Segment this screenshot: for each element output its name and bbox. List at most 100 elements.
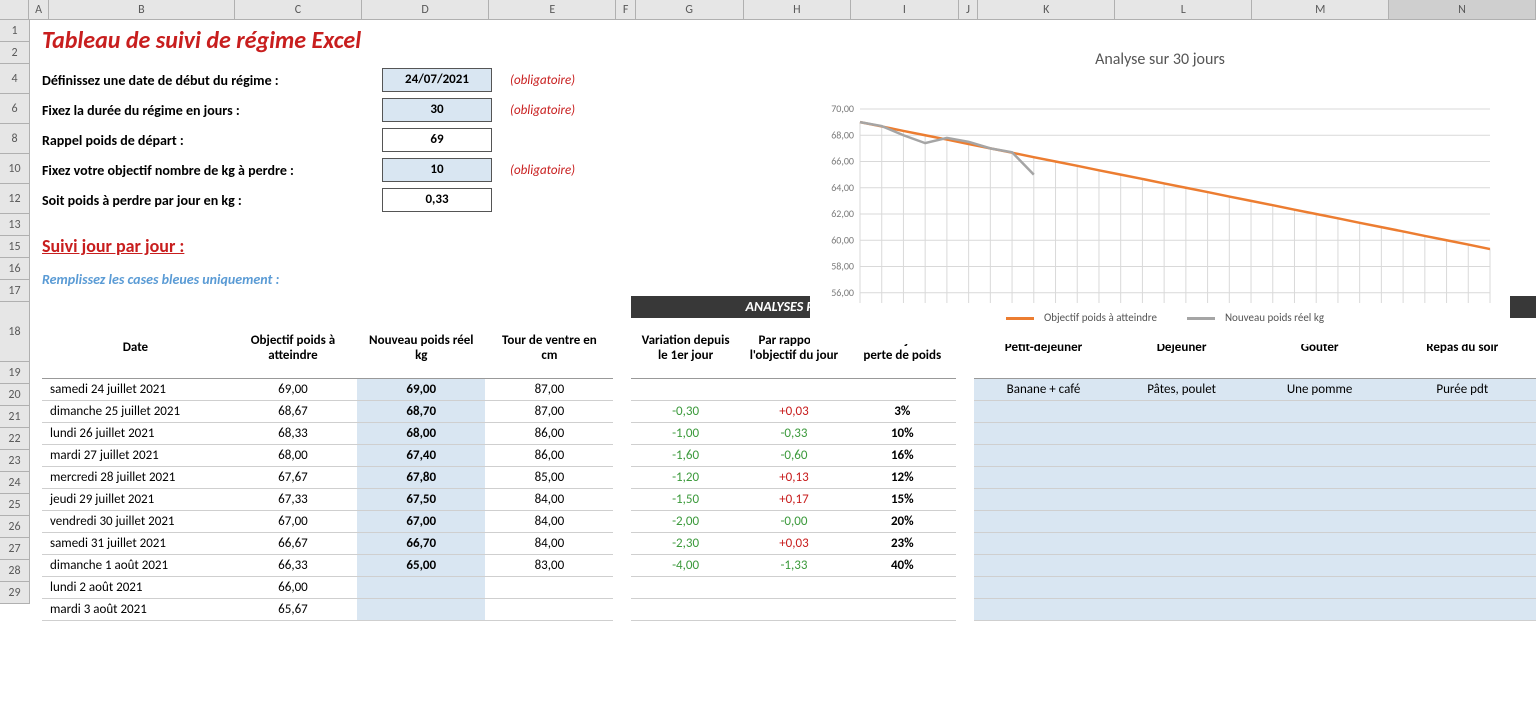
cell[interactable]: 84,00 bbox=[485, 488, 613, 510]
row-header-6[interactable]: 6 bbox=[0, 94, 30, 124]
row-header-21[interactable]: 21 bbox=[0, 406, 30, 428]
row-header-10[interactable]: 10 bbox=[0, 154, 30, 184]
cell[interactable] bbox=[1113, 598, 1251, 620]
cell[interactable] bbox=[1251, 554, 1389, 576]
cell[interactable]: samedi 24 juillet 2021 bbox=[42, 378, 229, 400]
cell[interactable] bbox=[357, 576, 485, 598]
cell[interactable]: vendredi 30 juillet 2021 bbox=[42, 510, 229, 532]
cell[interactable] bbox=[974, 598, 1112, 620]
cell[interactable]: 85,00 bbox=[485, 466, 613, 488]
cell[interactable] bbox=[1251, 532, 1389, 554]
row-header-1[interactable]: 1 bbox=[0, 20, 30, 42]
param-start-weight-input[interactable]: 69 bbox=[382, 128, 492, 152]
col-header-N[interactable]: N bbox=[1389, 0, 1536, 20]
cell[interactable]: 87,00 bbox=[485, 378, 613, 400]
cell[interactable]: lundi 26 juillet 2021 bbox=[42, 422, 229, 444]
cell[interactable]: Banane + café bbox=[974, 378, 1112, 400]
cell[interactable] bbox=[1389, 444, 1536, 466]
col-header-E[interactable]: E bbox=[489, 0, 616, 20]
cell[interactable]: jeudi 29 juillet 2021 bbox=[42, 488, 229, 510]
row-header-18[interactable]: 18 bbox=[0, 302, 30, 362]
cell[interactable] bbox=[1251, 422, 1389, 444]
cell[interactable] bbox=[974, 400, 1112, 422]
row-header-8[interactable]: 8 bbox=[0, 124, 30, 154]
row-header-19[interactable]: 19 bbox=[0, 362, 30, 384]
cell[interactable] bbox=[974, 510, 1112, 532]
cell[interactable] bbox=[1251, 576, 1389, 598]
cell[interactable] bbox=[974, 444, 1112, 466]
cell[interactable]: 68,33 bbox=[229, 422, 357, 444]
row-header-2[interactable]: 2 bbox=[0, 42, 30, 64]
cell[interactable] bbox=[974, 576, 1112, 598]
select-all-corner[interactable] bbox=[0, 0, 29, 20]
cell[interactable]: dimanche 25 juillet 2021 bbox=[42, 400, 229, 422]
cell[interactable] bbox=[1389, 532, 1536, 554]
cell[interactable]: 67,80 bbox=[357, 466, 485, 488]
row-header-26[interactable]: 26 bbox=[0, 516, 30, 538]
cell[interactable] bbox=[1113, 554, 1251, 576]
cell[interactable]: Une pomme bbox=[1251, 378, 1389, 400]
col-header-H[interactable]: H bbox=[744, 0, 852, 20]
cell[interactable] bbox=[974, 488, 1112, 510]
cell[interactable]: mardi 3 août 2021 bbox=[42, 598, 229, 620]
row-header-13[interactable]: 13 bbox=[0, 214, 30, 236]
cell[interactable] bbox=[1389, 400, 1536, 422]
cell[interactable] bbox=[1389, 466, 1536, 488]
col-header-M[interactable]: M bbox=[1252, 0, 1389, 20]
row-header-28[interactable]: 28 bbox=[0, 560, 30, 582]
cell[interactable] bbox=[1389, 576, 1536, 598]
cell[interactable] bbox=[485, 598, 613, 620]
cell[interactable] bbox=[357, 598, 485, 620]
param-duration-input[interactable]: 30 bbox=[382, 98, 492, 122]
cell[interactable] bbox=[1389, 488, 1536, 510]
cell[interactable] bbox=[1251, 598, 1389, 620]
col-header-G[interactable]: G bbox=[636, 0, 744, 20]
param-start-date-input[interactable]: 24/07/2021 bbox=[382, 68, 492, 92]
cell[interactable] bbox=[1389, 510, 1536, 532]
cell[interactable]: 68,70 bbox=[357, 400, 485, 422]
row-header-29[interactable]: 29 bbox=[0, 582, 30, 604]
cell[interactable]: Pâtes, poulet bbox=[1113, 378, 1251, 400]
cell[interactable]: 69,00 bbox=[229, 378, 357, 400]
cell[interactable]: 65,67 bbox=[229, 598, 357, 620]
row-header-24[interactable]: 24 bbox=[0, 472, 30, 494]
cell[interactable] bbox=[1113, 466, 1251, 488]
cell[interactable]: 67,67 bbox=[229, 466, 357, 488]
col-header-C[interactable]: C bbox=[235, 0, 362, 20]
row-header-15[interactable]: 15 bbox=[0, 236, 30, 258]
cell[interactable]: 68,67 bbox=[229, 400, 357, 422]
cell[interactable] bbox=[974, 466, 1112, 488]
col-header-J[interactable]: J bbox=[959, 0, 979, 20]
cell[interactable] bbox=[1389, 598, 1536, 620]
cell[interactable]: 67,00 bbox=[229, 510, 357, 532]
row-header-16[interactable]: 16 bbox=[0, 258, 30, 280]
row-header-4[interactable]: 4 bbox=[0, 64, 30, 94]
col-header-D[interactable]: D bbox=[362, 0, 489, 20]
cell[interactable] bbox=[974, 422, 1112, 444]
row-header-17[interactable]: 17 bbox=[0, 280, 30, 302]
cell[interactable] bbox=[1113, 532, 1251, 554]
cell[interactable] bbox=[1389, 554, 1536, 576]
cell[interactable]: samedi 31 juillet 2021 bbox=[42, 532, 229, 554]
row-header-12[interactable]: 12 bbox=[0, 184, 30, 214]
cell[interactable] bbox=[974, 532, 1112, 554]
cell[interactable]: 86,00 bbox=[485, 422, 613, 444]
col-header-F[interactable]: F bbox=[616, 0, 636, 20]
cell[interactable]: dimanche 1 août 2021 bbox=[42, 554, 229, 576]
row-header-22[interactable]: 22 bbox=[0, 428, 30, 450]
cell[interactable]: 67,33 bbox=[229, 488, 357, 510]
param-target-loss-input[interactable]: 10 bbox=[382, 158, 492, 182]
col-header-B[interactable]: B bbox=[49, 0, 235, 20]
cell[interactable] bbox=[1251, 510, 1389, 532]
cell[interactable]: 83,00 bbox=[485, 554, 613, 576]
cell[interactable] bbox=[1251, 400, 1389, 422]
cell[interactable] bbox=[1251, 466, 1389, 488]
cell[interactable]: 84,00 bbox=[485, 532, 613, 554]
col-header-A[interactable]: A bbox=[29, 0, 49, 20]
cell[interactable]: 67,50 bbox=[357, 488, 485, 510]
cell[interactable] bbox=[1113, 422, 1251, 444]
cell[interactable]: 67,00 bbox=[357, 510, 485, 532]
cell[interactable]: lundi 2 août 2021 bbox=[42, 576, 229, 598]
cell[interactable]: mercredi 28 juillet 2021 bbox=[42, 466, 229, 488]
cell[interactable] bbox=[1389, 422, 1536, 444]
